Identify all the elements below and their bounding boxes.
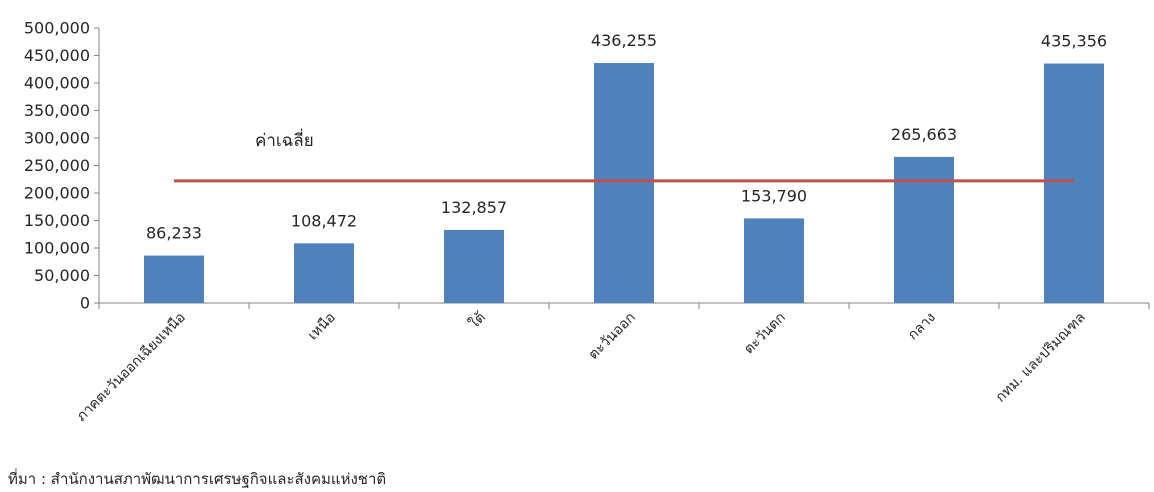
category-label-6: กลาง bbox=[905, 310, 939, 344]
y-tick-label-6: 300,000 bbox=[24, 129, 90, 148]
y-tick-label-7: 350,000 bbox=[24, 101, 90, 120]
data-label-1: 86,233 bbox=[146, 224, 202, 243]
category-label-2: เหนือ bbox=[305, 310, 339, 344]
category-label-7: กทม. และปริมณฑล bbox=[993, 310, 1089, 406]
y-tick-label-8: 400,000 bbox=[24, 74, 90, 93]
data-label-7: 435,356 bbox=[1041, 32, 1107, 51]
category-label-5: ตะวันตก bbox=[741, 310, 789, 358]
chart-bars bbox=[144, 63, 1104, 303]
bar-2 bbox=[294, 243, 354, 303]
average-line-label: ค่าเฉลี่ย bbox=[255, 128, 314, 151]
data-label-3: 132,857 bbox=[441, 198, 507, 217]
y-tick-label-0: 0 bbox=[80, 294, 90, 313]
data-label-4: 436,255 bbox=[591, 31, 657, 50]
category-label-4: ตะวันออก bbox=[586, 310, 639, 363]
y-tick-label-2: 100,000 bbox=[24, 239, 90, 258]
y-tick-label-4: 200,000 bbox=[24, 184, 90, 203]
data-label-2: 108,472 bbox=[291, 211, 357, 230]
category-label-3: ใต้ bbox=[466, 309, 489, 332]
y-tick-label-3: 150,000 bbox=[24, 211, 90, 230]
y-tick-label-5: 250,000 bbox=[24, 156, 90, 175]
data-label-5: 153,790 bbox=[741, 186, 807, 205]
source-note: ที่มา : สำนักงานสภาพัฒนาการเศรษฐกิจและสั… bbox=[8, 468, 386, 488]
bar-7 bbox=[1044, 63, 1104, 303]
bar-6 bbox=[894, 156, 954, 303]
data-label-6: 265,663 bbox=[891, 125, 957, 144]
bar-1 bbox=[144, 255, 204, 303]
bar-3 bbox=[444, 229, 504, 303]
category-label-1: ภาคตะวันออกเฉียงเหนือ bbox=[73, 310, 188, 425]
y-tick-label-10: 500,000 bbox=[24, 19, 90, 38]
bar-4 bbox=[594, 63, 654, 303]
y-tick-label-9: 450,000 bbox=[24, 46, 90, 65]
y-tick-label-1: 50,000 bbox=[34, 266, 90, 285]
bar-5 bbox=[744, 218, 804, 303]
